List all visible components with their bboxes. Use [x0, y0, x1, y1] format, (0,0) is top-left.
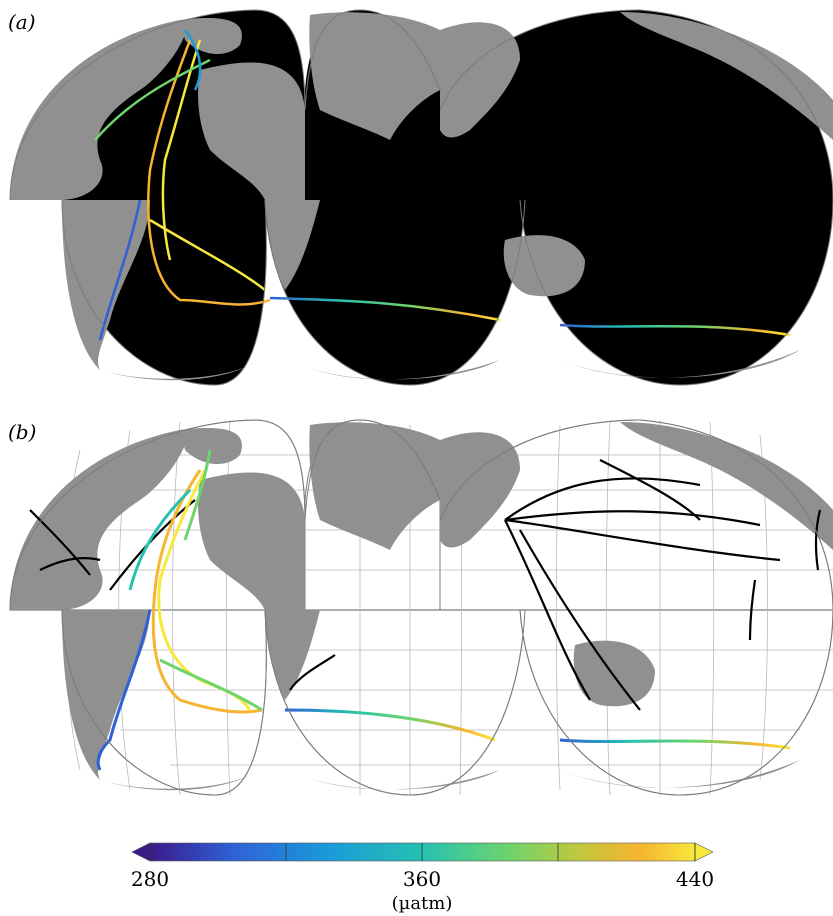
track-b-black-7 — [504, 519, 591, 701]
colorbar-body — [149, 842, 696, 862]
antarctica-a1 — [100, 360, 260, 381]
colorbar-extend-low — [131, 842, 151, 862]
lobe-b-se — [519, 609, 833, 796]
map-panel-b — [9, 419, 833, 796]
lobe-a-se — [520, 200, 833, 385]
africa-europe-a — [198, 62, 305, 201]
lobe-a-s-center — [265, 200, 525, 385]
asia-b — [309, 422, 440, 550]
asia-east-a — [440, 22, 520, 138]
track-b-3 — [128, 488, 192, 591]
map-panel-a — [9, 9, 833, 386]
antarctica-b1 — [100, 770, 260, 791]
colorbar-tick-440: 440 — [676, 867, 714, 891]
track-b-black-9 — [599, 459, 701, 521]
land-a — [10, 12, 833, 381]
colorbar-extend-high — [694, 842, 714, 862]
track-b-black-11 — [748, 579, 757, 641]
tracks-b-color — [96, 449, 791, 771]
colorbar-units: (µatm) — [392, 893, 453, 914]
north-pacific-land-a — [620, 12, 833, 140]
track-a-6 — [149, 218, 266, 291]
track-b-4 — [183, 449, 212, 541]
track-b-7 — [284, 708, 496, 742]
track-b-black-5 — [504, 518, 781, 562]
colorbar-tick-360: 360 — [403, 867, 441, 891]
track-b-5 — [96, 609, 152, 771]
australia-b — [573, 640, 655, 707]
south-america-b — [62, 610, 150, 780]
track-a-4 — [183, 29, 202, 91]
asia-east-b — [440, 432, 520, 548]
greenland-b — [180, 428, 242, 465]
africa-europe-b — [198, 472, 305, 610]
africa-south-a — [265, 200, 320, 290]
track-a-3 — [94, 58, 211, 141]
tracks-a — [94, 29, 791, 341]
track-b-black-2 — [39, 556, 101, 571]
australia-a — [503, 235, 585, 297]
track-a-7 — [269, 296, 501, 322]
outline-b — [9, 419, 833, 796]
panel-label-a: (a) — [8, 10, 36, 34]
north-america-a — [10, 20, 187, 200]
south-america-a — [62, 200, 150, 370]
track-b-black-4 — [504, 510, 761, 527]
track-b-black-6 — [504, 477, 701, 521]
track-b-black-8 — [519, 529, 641, 711]
colorbar-tick-280: 280 — [131, 867, 169, 891]
track-b-black-10 — [289, 654, 336, 691]
asia-a — [309, 12, 440, 141]
track-b-8 — [559, 738, 791, 750]
panel-label-b: (b) — [8, 420, 37, 444]
track-b-black-1 — [29, 509, 91, 576]
track-b-black-12 — [814, 509, 822, 571]
outline-a — [9, 9, 833, 386]
north-pacific-land-b — [620, 422, 833, 550]
track-a-8 — [559, 323, 791, 337]
track-b-1 — [151, 469, 263, 714]
colorbar: 280 360 440 (µatm) — [131, 842, 714, 914]
track-a-1 — [147, 39, 271, 306]
tracks-b-black — [29, 459, 822, 711]
track-b-6 — [159, 658, 263, 712]
africa-south-b — [265, 610, 320, 700]
